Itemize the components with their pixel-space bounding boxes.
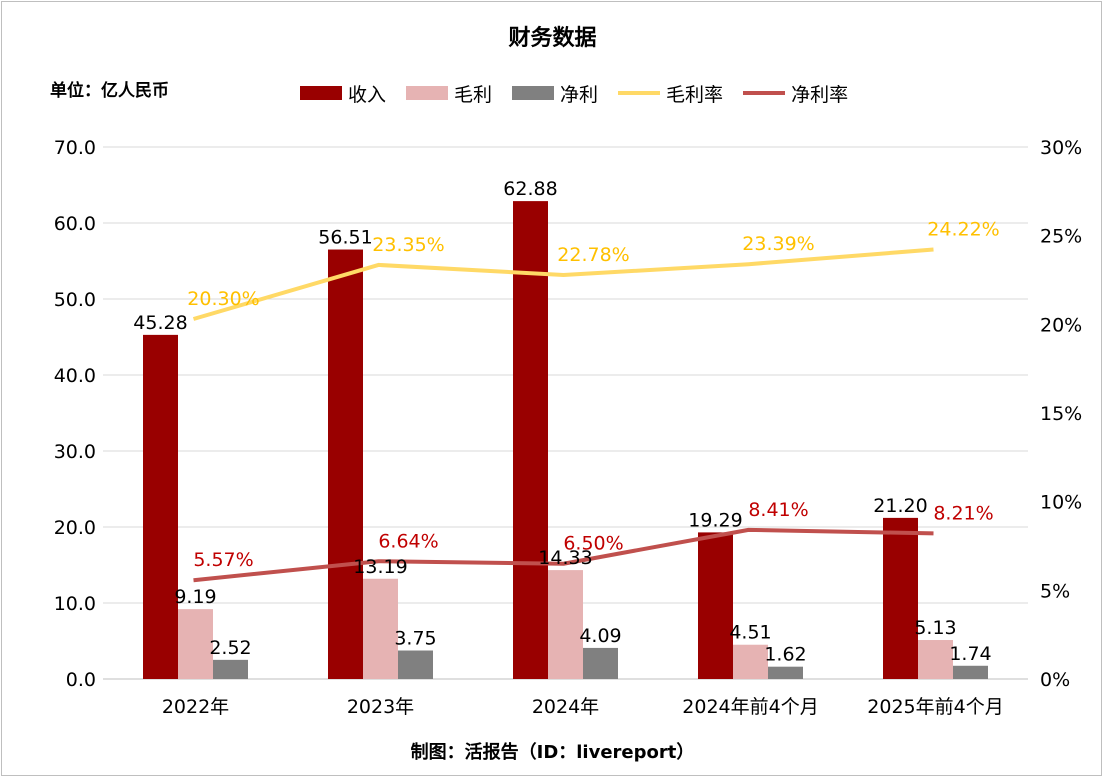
legend-label-gross-profit: 毛利 xyxy=(454,83,493,106)
right-axis-tick: 25% xyxy=(1040,226,1082,248)
net-profit-bar xyxy=(398,650,433,679)
x-axis-tick: 2024年前4个月 xyxy=(682,696,818,718)
right-axis-tick: 30% xyxy=(1040,137,1082,159)
net-profit-bar xyxy=(768,666,803,679)
legend-label-net-margin: 净利率 xyxy=(791,83,849,106)
left-axis-tick: 50.0 xyxy=(54,289,96,311)
chart-title: 财务数据 xyxy=(508,26,597,51)
footer-credit: 制图：活报告（ID：livereport） xyxy=(410,742,695,763)
net-profit-data-label: 2.52 xyxy=(209,637,251,659)
net-margin-data-label: 6.64% xyxy=(378,530,438,552)
gross-profit-bar xyxy=(733,644,768,679)
net-margin-data-label: 6.50% xyxy=(563,533,623,555)
revenue-bar xyxy=(143,334,178,679)
legend-label-net-profit: 净利 xyxy=(560,83,599,106)
right-axis-tick: 20% xyxy=(1040,314,1082,336)
x-axis-tick: 2025年前4个月 xyxy=(867,696,1003,718)
gross-margin-data-label: 22.78% xyxy=(557,244,629,266)
left-axis-tick: 0.0 xyxy=(66,669,96,691)
legend-label-gross-margin: 毛利率 xyxy=(666,83,724,106)
unit-label: 单位：亿人民币 xyxy=(50,81,169,101)
gross-profit-data-label: 4.51 xyxy=(729,622,771,644)
left-axis-tick: 70.0 xyxy=(54,137,96,159)
x-axis-tick: 2023年 xyxy=(347,696,414,718)
legend: 收入 毛利 净利 毛利率 净利率 xyxy=(300,80,868,106)
legend-item-gross-profit: 毛利 xyxy=(406,80,492,107)
left-axis-tick: 60.0 xyxy=(54,213,96,235)
gross-margin-data-label: 20.30% xyxy=(187,288,259,310)
net-profit-data-label: 3.75 xyxy=(394,628,436,650)
net-profit-bar xyxy=(213,659,248,679)
gross-margin-line xyxy=(192,247,934,321)
gross-profit-bar xyxy=(918,640,953,679)
right-axis-tick: 15% xyxy=(1040,403,1082,425)
right-axis-tick: 0% xyxy=(1040,669,1070,691)
legend-line-net-margin xyxy=(743,91,786,95)
net-profit-bar xyxy=(583,647,618,679)
gross-margin-data-label: 24.22% xyxy=(927,218,999,240)
revenue-data-label: 62.88 xyxy=(503,178,557,200)
legend-swatch-gross-profit xyxy=(406,86,449,100)
net-margin-data-label: 5.57% xyxy=(193,549,253,571)
gross-profit-bar xyxy=(178,609,213,679)
revenue-data-label: 56.51 xyxy=(318,227,372,249)
left-axis-tick: 40.0 xyxy=(54,365,96,387)
legend-item-net-profit: 净利 xyxy=(512,80,598,107)
legend-line-gross-margin xyxy=(618,91,661,95)
gross-profit-data-label: 14.33 xyxy=(538,547,592,569)
revenue-bar xyxy=(883,517,918,679)
gross-profit-data-label: 5.13 xyxy=(914,617,956,639)
legend-item-revenue: 收入 xyxy=(300,80,386,107)
legend-item-net-margin: 净利率 xyxy=(743,80,848,107)
right-axis-tick: 10% xyxy=(1040,492,1082,514)
revenue-bar xyxy=(328,249,363,680)
x-axis-tick: 2024年 xyxy=(532,696,599,718)
legend-swatch-net-profit xyxy=(512,86,555,100)
left-axis-tick: 10.0 xyxy=(54,593,96,615)
net-margin-data-label: 8.21% xyxy=(933,502,993,524)
revenue-bar xyxy=(698,532,733,679)
legend-label-revenue: 收入 xyxy=(348,83,387,106)
legend-swatch-revenue xyxy=(300,86,342,100)
gross-profit-data-label: 13.19 xyxy=(353,556,407,578)
x-axis-tick: 2022年 xyxy=(162,696,229,718)
gross-profit-bar xyxy=(363,578,398,679)
net-margin-line xyxy=(193,527,934,583)
net-profit-data-label: 4.09 xyxy=(579,625,621,647)
revenue-data-label: 19.29 xyxy=(688,509,742,531)
revenue-bar xyxy=(513,201,548,679)
gross-profit-bar xyxy=(548,570,583,679)
left-axis-tick: 20.0 xyxy=(54,517,96,539)
gross-profit-data-label: 9.19 xyxy=(174,586,216,608)
legend-item-gross-margin: 毛利率 xyxy=(618,80,723,107)
revenue-data-label: 21.20 xyxy=(873,495,927,517)
revenue-data-label: 45.28 xyxy=(133,312,187,334)
gross-margin-data-label: 23.39% xyxy=(742,233,814,255)
left-axis-tick: 30.0 xyxy=(54,441,96,463)
net-profit-bar xyxy=(953,665,988,679)
net-profit-data-label: 1.74 xyxy=(949,643,991,665)
gross-margin-data-label: 23.35% xyxy=(372,234,444,256)
right-axis-tick: 5% xyxy=(1040,580,1070,602)
net-profit-data-label: 1.62 xyxy=(764,644,806,666)
net-margin-data-label: 8.41% xyxy=(748,499,808,521)
